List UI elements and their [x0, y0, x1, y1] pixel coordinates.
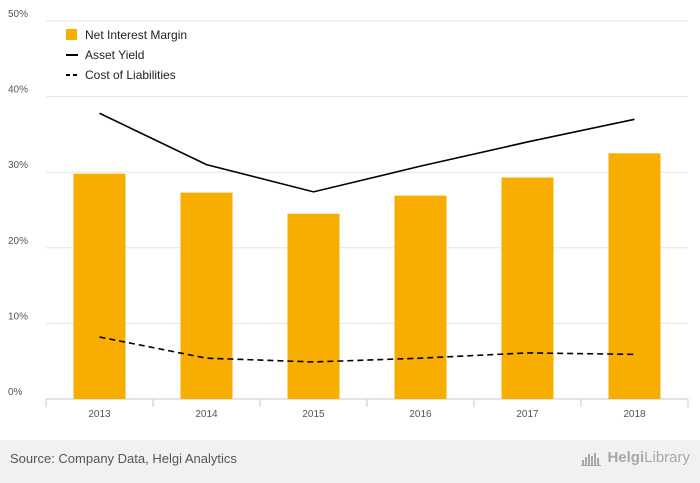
bar	[394, 195, 447, 399]
y-tick-label: 40%	[8, 85, 28, 96]
y-tick-label: 50%	[8, 9, 28, 20]
x-tick-label: 2013	[88, 409, 111, 420]
x-tick-label: 2017	[516, 409, 539, 420]
x-tick-label: 2015	[302, 409, 325, 420]
cost-of-liabilities-line	[99, 336, 635, 363]
brand-suffix: Library	[644, 449, 690, 466]
bar	[287, 213, 340, 399]
brand-logo: HelgiLibrary	[581, 449, 690, 466]
y-tick-label: 30%	[8, 160, 28, 171]
legend-label: Cost of Liabilities	[85, 68, 176, 82]
bar	[180, 192, 233, 399]
asset-yield-line	[99, 112, 635, 193]
y-tick-label: 10%	[8, 311, 28, 322]
brand-prefix: Helgi	[607, 449, 645, 466]
x-tick-label: 2016	[409, 409, 432, 420]
x-tick-label: 2018	[623, 409, 646, 420]
bar	[608, 153, 661, 399]
source-note: Source: Company Data, Helgi Analytics	[10, 451, 237, 466]
legend-swatch	[66, 29, 77, 40]
bar	[73, 173, 126, 399]
brand-text: HelgiLibrary	[607, 449, 690, 466]
legend-label: Net Interest Margin	[85, 28, 187, 42]
footer: Source: Company Data, Helgi Analytics He…	[0, 440, 700, 483]
chart-svg: 0% 10% 20% 30% 40% 50% 2013 2014 2015 2016 2017 201…	[8, 9, 689, 420]
library-icon	[581, 452, 602, 466]
x-tick-label: 2014	[195, 409, 218, 420]
legend-label: Asset Yield	[85, 48, 144, 62]
bar	[501, 177, 554, 399]
y-tick-label: 0%	[8, 387, 23, 398]
chart: 0% 10% 20% 30% 40% 50% 2013 2014 2015 2016 2017 201…	[8, 9, 689, 420]
y-tick-label: 20%	[8, 236, 28, 247]
